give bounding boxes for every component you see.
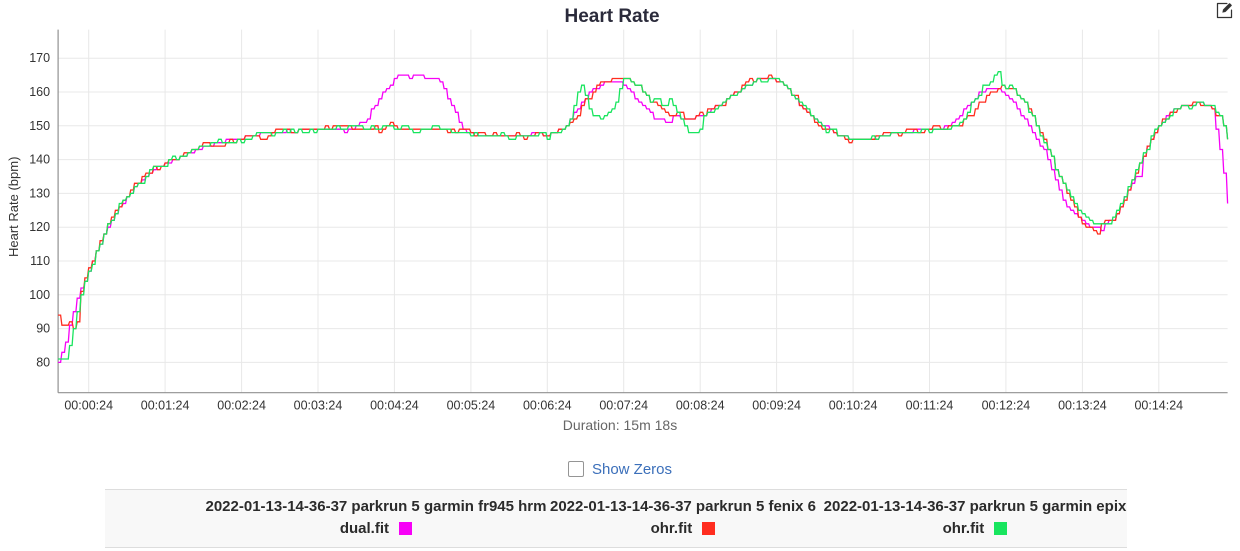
svg-text:00:06:24: 00:06:24 xyxy=(523,399,572,413)
svg-text:150: 150 xyxy=(29,119,50,133)
svg-text:00:11:24: 00:11:24 xyxy=(906,399,954,413)
svg-text:140: 140 xyxy=(29,153,50,167)
svg-text:110: 110 xyxy=(30,254,50,268)
svg-text:00:08:24: 00:08:24 xyxy=(676,399,725,413)
svg-text:100: 100 xyxy=(29,288,50,302)
svg-text:130: 130 xyxy=(29,186,50,200)
svg-text:00:04:24: 00:04:24 xyxy=(370,399,419,413)
svg-text:00:13:24: 00:13:24 xyxy=(1058,399,1107,413)
svg-text:120: 120 xyxy=(29,220,50,234)
svg-text:80: 80 xyxy=(36,355,50,369)
svg-text:00:00:24: 00:00:24 xyxy=(64,399,113,413)
svg-text:00:03:24: 00:03:24 xyxy=(294,399,343,413)
svg-text:00:14:24: 00:14:24 xyxy=(1134,399,1183,413)
svg-text:00:07:24: 00:07:24 xyxy=(599,399,648,413)
svg-text:00:02:24: 00:02:24 xyxy=(217,399,266,413)
svg-text:90: 90 xyxy=(36,322,50,336)
svg-text:00:01:24: 00:01:24 xyxy=(141,399,190,413)
svg-text:00:09:24: 00:09:24 xyxy=(752,399,801,413)
svg-text:00:12:24: 00:12:24 xyxy=(982,399,1031,413)
svg-text:00:05:24: 00:05:24 xyxy=(447,399,496,413)
svg-text:160: 160 xyxy=(29,85,50,99)
svg-text:170: 170 xyxy=(29,51,50,65)
svg-text:00:10:24: 00:10:24 xyxy=(829,399,878,413)
